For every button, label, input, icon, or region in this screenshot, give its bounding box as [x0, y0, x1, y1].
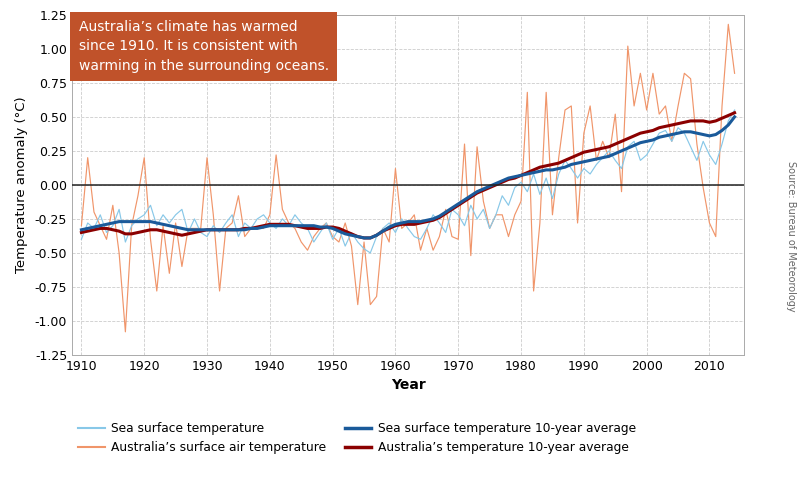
X-axis label: Year: Year: [390, 378, 426, 392]
Legend: Sea surface temperature, Australia’s surface air temperature, Sea surface temper: Sea surface temperature, Australia’s sur…: [78, 423, 636, 455]
Y-axis label: Temperature anomaly (°C): Temperature anomaly (°C): [14, 97, 28, 273]
Text: Source: Bureau of Meteorology: Source: Bureau of Meteorology: [786, 161, 796, 312]
Text: Australia’s climate has warmed
since 1910. It is consistent with
warming in the : Australia’s climate has warmed since 191…: [78, 20, 329, 73]
